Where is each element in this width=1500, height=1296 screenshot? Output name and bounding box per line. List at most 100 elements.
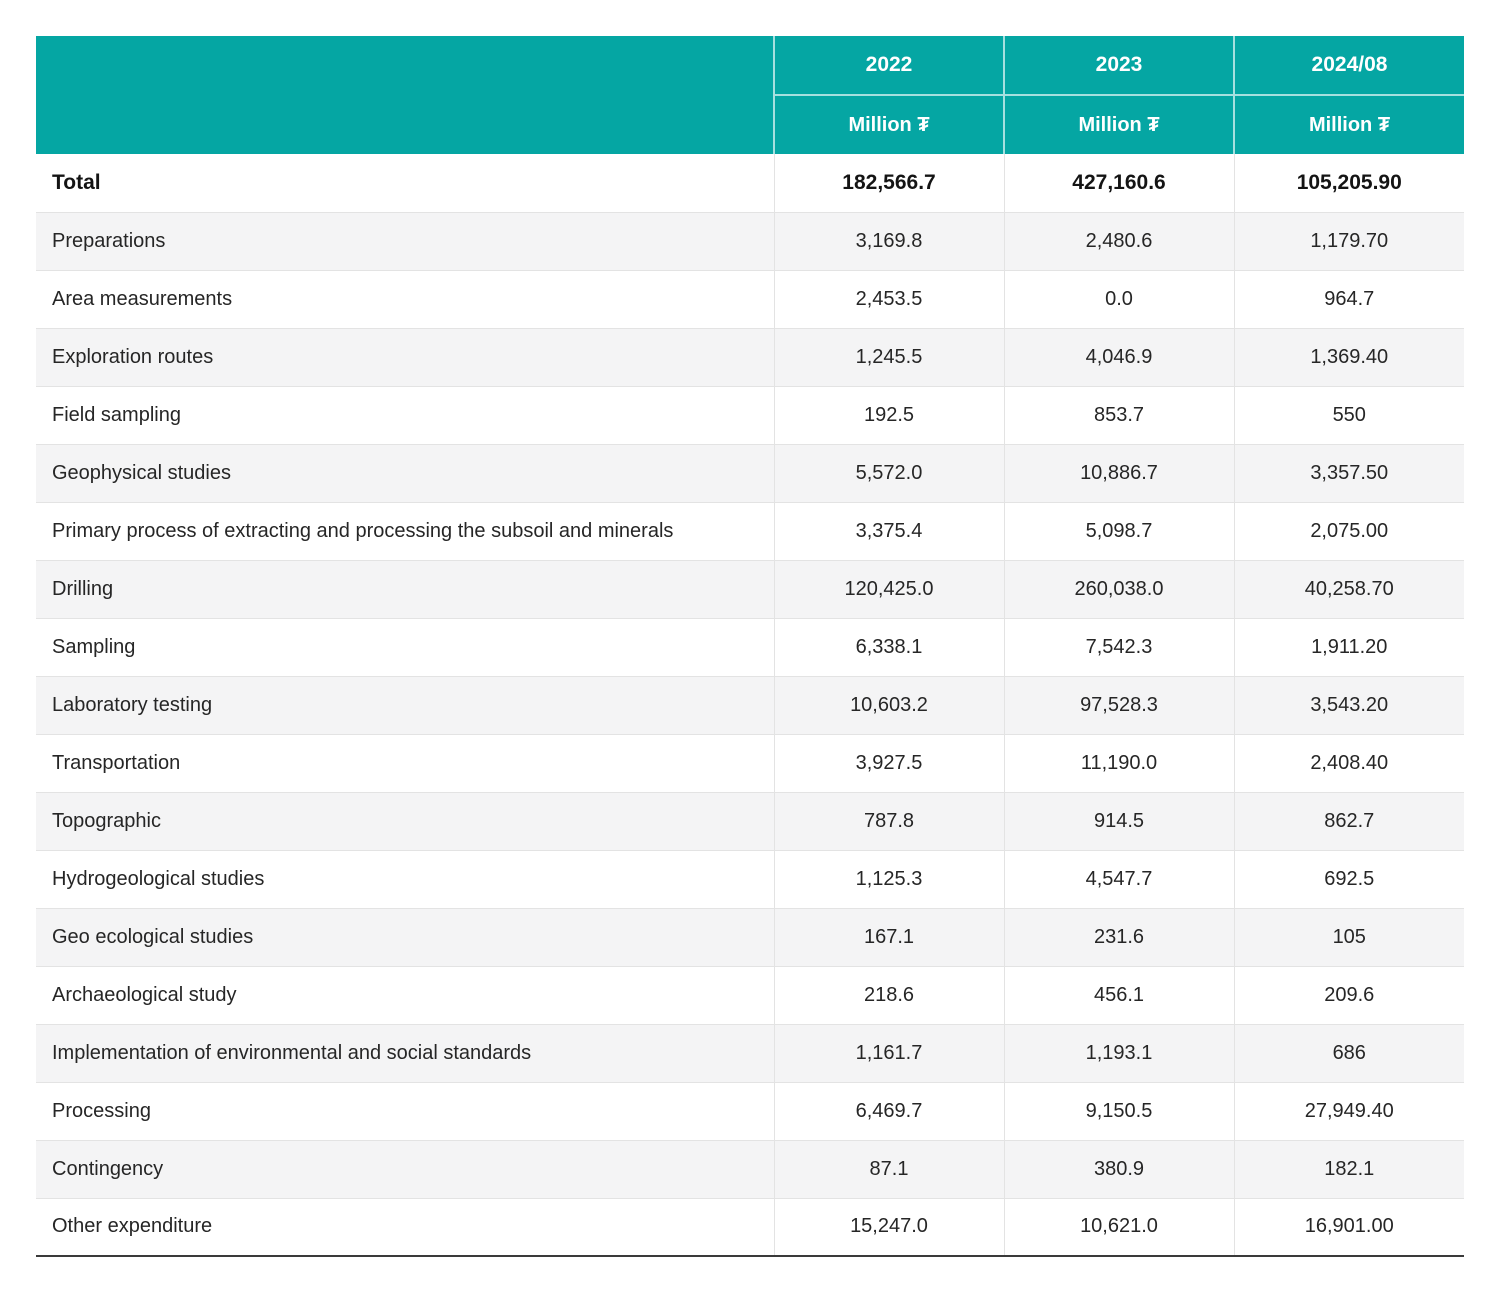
row-label: Sampling [36, 617, 774, 676]
value-2022: 1,245.5 [773, 327, 1004, 386]
col-header-2024-08: 2024/08 [1233, 36, 1464, 95]
value-2024-08: 1,369.40 [1233, 327, 1464, 386]
header-unit-row: Million ₮ Million ₮ Million ₮ [36, 94, 1464, 154]
value-2024-08: 1,911.20 [1233, 617, 1464, 676]
table-body: Total 182,566.7 427,160.6 105,205.90 Pre… [36, 154, 1464, 1256]
table-row: Processing 6,469.7 9,150.5 27,949.40 [36, 1081, 1464, 1140]
value-2024-08: 550 [1233, 385, 1464, 444]
table-row: Implementation of environmental and soci… [36, 1023, 1464, 1082]
row-label: Geo ecological studies [36, 907, 774, 966]
row-label: Exploration routes [36, 327, 774, 386]
value-2023: 853.7 [1003, 385, 1234, 444]
row-label: Area measurements [36, 269, 774, 328]
value-2023: 97,528.3 [1003, 675, 1234, 734]
table-row-total: Total 182,566.7 427,160.6 105,205.90 [36, 154, 1464, 212]
value-2024-08: 182.1 [1233, 1139, 1464, 1198]
table-row: Area measurements 2,453.5 0.0 964.7 [36, 269, 1464, 328]
table-row: Archaeological study 218.6 456.1 209.6 [36, 965, 1464, 1024]
value-2022: 5,572.0 [773, 443, 1004, 502]
table-row: Hydrogeological studies 1,125.3 4,547.7 … [36, 849, 1464, 908]
value-2023: 7,542.3 [1003, 617, 1234, 676]
value-2024-08: 692.5 [1233, 849, 1464, 908]
value-2022: 15,247.0 [773, 1197, 1004, 1256]
value-2024-08: 105,205.90 [1233, 154, 1464, 212]
value-2022: 3,169.8 [773, 211, 1004, 270]
table-row: Geo ecological studies 167.1 231.6 105 [36, 907, 1464, 966]
value-2024-08: 1,179.70 [1233, 211, 1464, 270]
value-2022: 787.8 [773, 791, 1004, 850]
value-2023: 1,193.1 [1003, 1023, 1234, 1082]
unit-label-2023: Million ₮ [1003, 94, 1234, 154]
value-2022: 192.5 [773, 385, 1004, 444]
value-2024-08: 40,258.70 [1233, 559, 1464, 618]
value-2023: 10,886.7 [1003, 443, 1234, 502]
value-2023: 5,098.7 [1003, 501, 1234, 560]
value-2022: 6,469.7 [773, 1081, 1004, 1140]
row-label: Drilling [36, 559, 774, 618]
value-2023: 231.6 [1003, 907, 1234, 966]
row-label: Preparations [36, 211, 774, 270]
expenditure-table: 2022 2023 2024/08 Million ₮ Million ₮ Mi… [36, 36, 1464, 1257]
value-2024-08: 27,949.40 [1233, 1081, 1464, 1140]
row-label: Geophysical studies [36, 443, 774, 502]
row-label: Archaeological study [36, 965, 774, 1024]
header-year-row: 2022 2023 2024/08 [36, 36, 1464, 154]
value-2023: 914.5 [1003, 791, 1234, 850]
value-2023: 427,160.6 [1003, 154, 1234, 212]
value-2023: 0.0 [1003, 269, 1234, 328]
value-2023: 4,547.7 [1003, 849, 1234, 908]
value-2023: 4,046.9 [1003, 327, 1234, 386]
value-2024-08: 964.7 [1233, 269, 1464, 328]
row-label: Total [36, 154, 774, 212]
value-2022: 1,125.3 [773, 849, 1004, 908]
table-row: Primary process of extracting and proces… [36, 501, 1464, 560]
table-row: Topographic 787.8 914.5 862.7 [36, 791, 1464, 850]
row-label: Other expenditure [36, 1197, 774, 1256]
value-2024-08: 3,543.20 [1233, 675, 1464, 734]
value-2022: 3,375.4 [773, 501, 1004, 560]
value-2023: 380.9 [1003, 1139, 1234, 1198]
value-2022: 182,566.7 [773, 154, 1004, 212]
value-2024-08: 862.7 [1233, 791, 1464, 850]
table-row: Drilling 120,425.0 260,038.0 40,258.70 [36, 559, 1464, 618]
value-2022: 87.1 [773, 1139, 1004, 1198]
value-2022: 2,453.5 [773, 269, 1004, 328]
row-label: Primary process of extracting and proces… [36, 501, 774, 560]
table-row: Geophysical studies 5,572.0 10,886.7 3,3… [36, 443, 1464, 502]
value-2022: 10,603.2 [773, 675, 1004, 734]
table-row: Laboratory testing 10,603.2 97,528.3 3,5… [36, 675, 1464, 734]
value-2024-08: 3,357.50 [1233, 443, 1464, 502]
table-row: Transportation 3,927.5 11,190.0 2,408.40 [36, 733, 1464, 792]
table-row: Contingency 87.1 380.9 182.1 [36, 1139, 1464, 1198]
table-row: Other expenditure 15,247.0 10,621.0 16,9… [36, 1197, 1464, 1256]
value-2023: 456.1 [1003, 965, 1234, 1024]
corner-cell [36, 36, 774, 154]
unit-label-2022: Million ₮ [773, 94, 1004, 154]
value-2024-08: 105 [1233, 907, 1464, 966]
value-2023: 2,480.6 [1003, 211, 1234, 270]
row-label: Processing [36, 1081, 774, 1140]
row-label: Field sampling [36, 385, 774, 444]
value-2022: 6,338.1 [773, 617, 1004, 676]
value-2023: 260,038.0 [1003, 559, 1234, 618]
value-2022: 218.6 [773, 965, 1004, 1024]
table-header: 2022 2023 2024/08 Million ₮ Million ₮ Mi… [36, 36, 1464, 154]
value-2024-08: 16,901.00 [1233, 1197, 1464, 1256]
table-row: Preparations 3,169.8 2,480.6 1,179.70 [36, 211, 1464, 270]
value-2024-08: 2,408.40 [1233, 733, 1464, 792]
row-label: Contingency [36, 1139, 774, 1198]
value-2022: 1,161.7 [773, 1023, 1004, 1082]
table-row: Sampling 6,338.1 7,542.3 1,911.20 [36, 617, 1464, 676]
value-2022: 3,927.5 [773, 733, 1004, 792]
table-row: Exploration routes 1,245.5 4,046.9 1,369… [36, 327, 1464, 386]
row-label: Hydrogeological studies [36, 849, 774, 908]
value-2023: 10,621.0 [1003, 1197, 1234, 1256]
col-header-2023: 2023 [1003, 36, 1234, 95]
col-header-2022: 2022 [773, 36, 1004, 95]
value-2024-08: 686 [1233, 1023, 1464, 1082]
value-2023: 9,150.5 [1003, 1081, 1234, 1140]
value-2023: 11,190.0 [1003, 733, 1234, 792]
row-label: Transportation [36, 733, 774, 792]
value-2024-08: 209.6 [1233, 965, 1464, 1024]
